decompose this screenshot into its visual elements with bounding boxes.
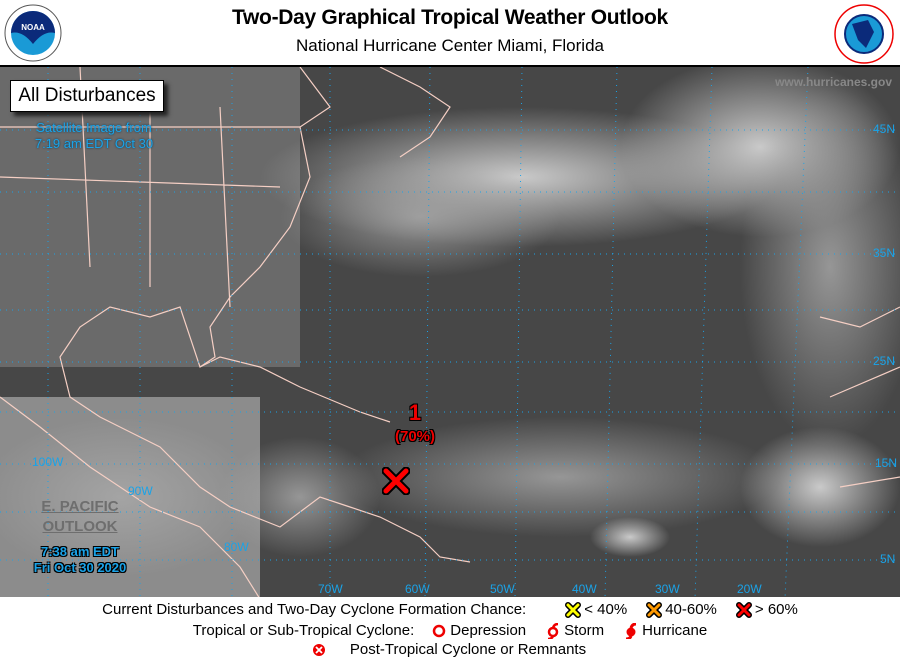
disturbance-chance[interactable]: (70%) (394, 428, 435, 445)
lat-label: 15N (875, 456, 898, 470)
satellite-map[interactable]: 100W 90W 80W 70W 60W 50W 40W 30W 20W 45N… (0, 65, 900, 597)
svg-text:NOAA: NOAA (21, 23, 45, 32)
depression-icon (433, 624, 446, 637)
disturbance-number[interactable]: 1 (408, 400, 422, 425)
lon-label: 100W (32, 455, 64, 469)
lon-label: 70W (318, 582, 343, 596)
legend-low: < 40% (584, 601, 628, 618)
epac-line2: OUTLOOK (42, 518, 118, 535)
lat-label: 35N (873, 246, 896, 260)
storm-icon (547, 622, 559, 639)
lon-label: 50W (490, 582, 515, 596)
website-link[interactable]: www.hurricanes.gov (775, 75, 892, 89)
issued-time: 7:38 am EDT Fri Oct 30 2020 (20, 544, 140, 576)
satellite-time: Satellite Image from 7:19 am EDT Oct 30 (14, 120, 174, 152)
issued-time-line1: 7:38 am EDT (40, 544, 120, 559)
lat-label: 45N (873, 122, 896, 136)
satellite-image (0, 67, 900, 597)
page-title: Two-Day Graphical Tropical Weather Outlo… (232, 6, 668, 29)
lat-label: 5N (880, 552, 896, 566)
issued-time-line2: Fri Oct 30 2020 (33, 560, 127, 575)
satellite-time-line1: Satellite Image from (36, 120, 152, 135)
lon-label: 90W (128, 484, 153, 498)
post-tropical-icon (312, 643, 325, 656)
header: NOAA Two-Day Graphical Tropical Weather … (0, 0, 900, 65)
lon-label: 20W (737, 582, 762, 596)
legend-hurricane: Hurricane (642, 622, 708, 639)
legend-high: > 60% (754, 601, 798, 618)
legend-storm: Storm (564, 622, 605, 639)
disturbance-x-high-icon[interactable] (382, 467, 410, 495)
epac-line1: E. PACIFIC (41, 498, 119, 515)
legend-depression: Depression (450, 622, 527, 639)
hurricane-icon (626, 622, 637, 639)
legend-row2-label: Tropical or Sub-Tropical Cyclone: (192, 622, 415, 639)
nws-logo[interactable] (834, 4, 894, 64)
legend-row1-label: Current Disturbances and Two-Day Cyclone… (102, 601, 527, 618)
lat-label: 25N (873, 354, 896, 368)
disturbance-filter-button[interactable]: All Disturbances (10, 80, 164, 112)
x-red-icon (735, 601, 752, 618)
satellite-time-line2: 7:19 am EDT Oct 30 (34, 136, 154, 151)
x-yellow-icon (565, 601, 582, 618)
lon-label: 80W (224, 540, 249, 554)
x-orange-icon (646, 601, 663, 618)
noaa-logo[interactable]: NOAA (4, 4, 62, 62)
lon-label: 60W (405, 582, 430, 596)
e-pacific-outlook-link[interactable]: E. PACIFIC OUTLOOK (30, 497, 130, 537)
legend-post-tropical: Post-Tropical Cyclone or Remnants (349, 641, 587, 658)
lon-label: 40W (572, 582, 597, 596)
page-subtitle: National Hurricane Center Miami, Florida (295, 36, 604, 55)
lon-label: 30W (655, 582, 680, 596)
legend-mid: 40-60% (665, 601, 717, 618)
